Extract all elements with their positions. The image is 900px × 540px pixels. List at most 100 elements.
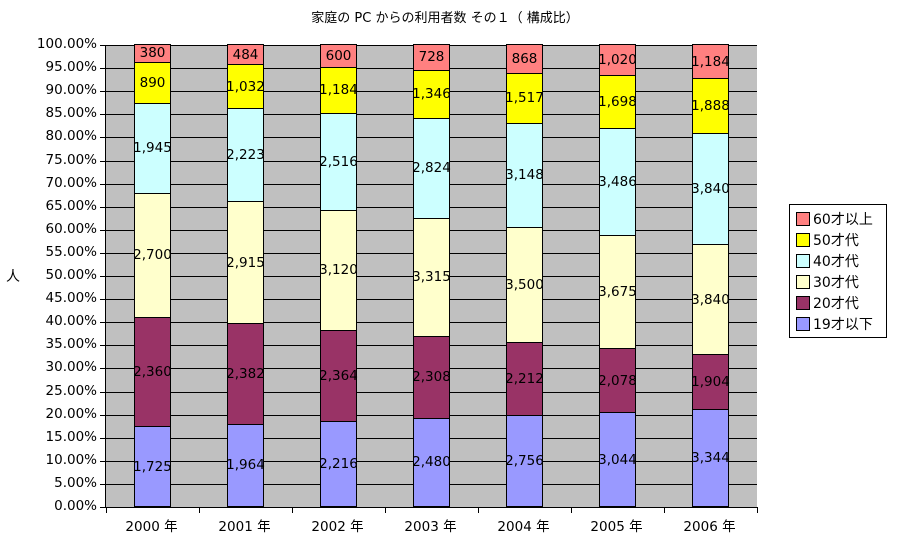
bar-segment: 3,120: [319, 209, 358, 331]
bar-segment: 484: [227, 44, 264, 66]
bar-segment: 2,824: [412, 117, 451, 220]
bar-segment: 380: [134, 44, 171, 63]
y-tick: [100, 91, 106, 93]
bar-segment: 3,840: [691, 132, 730, 245]
bar-stack: 2,480 2,308 3,315 2,824 1,346 728: [412, 44, 451, 507]
legend-label: 60才以上: [813, 211, 873, 228]
bar-segment: 3,486: [598, 127, 637, 237]
y-tick-label: 90.00%: [45, 82, 97, 99]
y-tick-label: 80.00%: [45, 128, 97, 145]
bar-segment: 1,698: [598, 75, 637, 129]
y-tick: [100, 229, 106, 231]
bar-segment: 2,364: [319, 329, 358, 422]
y-tick: [100, 345, 106, 347]
legend-item: 40才代: [796, 250, 886, 271]
bar-segment: 2,480: [412, 417, 451, 507]
bar-segment: 1,032: [226, 64, 265, 109]
bar-segment: 2,216: [319, 420, 358, 507]
bar-segment: 890: [134, 61, 171, 104]
legend: 60才以上 50才代 40才代 30才代 20才代 19才以下: [789, 204, 887, 338]
x-tick-label: 2003 年: [404, 519, 457, 535]
x-tick: [478, 507, 479, 513]
legend-swatch: [796, 274, 810, 289]
bar-segment: 2,382: [226, 323, 265, 425]
legend-label: 20才代: [813, 295, 859, 312]
bar-segment: 3,044: [598, 412, 637, 507]
legend-label: 19才以下: [813, 316, 873, 333]
y-tick-label: 5.00%: [54, 474, 97, 491]
legend-swatch: [796, 211, 810, 226]
y-tick: [100, 507, 106, 508]
bar-segment: 1,184: [319, 67, 358, 114]
y-tick: [100, 45, 106, 46]
bar-stack: 2,216 2,364 3,120 2,516 1,184 600: [319, 44, 358, 507]
y-tick-label: 75.00%: [45, 151, 97, 168]
bar-segment: 3,315: [412, 218, 451, 337]
y-tick: [100, 160, 106, 162]
bar-segment: 2,756: [505, 415, 544, 507]
y-tick-label: 10.00%: [45, 451, 97, 468]
legend-swatch: [796, 253, 810, 268]
y-tick: [100, 252, 106, 254]
legend-label: 50才代: [813, 232, 859, 249]
chart-title: 家庭の PC からの利用者数 その１（ 構成比）: [311, 11, 579, 26]
x-tick-label: 2005 年: [590, 519, 643, 535]
x-tick-label: 2001 年: [218, 519, 271, 535]
y-tick-label: 100.00%: [36, 36, 97, 52]
bar-segment: 2,516: [319, 112, 358, 211]
y-tick-label: 40.00%: [45, 313, 97, 330]
x-tick: [106, 507, 107, 513]
legend-swatch: [796, 316, 810, 331]
y-tick-label: 95.00%: [45, 59, 97, 76]
y-axis-label: 人: [6, 269, 20, 285]
y-tick: [100, 276, 106, 277]
x-tick-label: 2004 年: [497, 519, 550, 535]
bar-segment: 2,700: [133, 192, 172, 319]
bar-segment: 2,915: [226, 201, 265, 325]
bar-stack: 2,756 2,212 3,500 3,148 1,517 868: [505, 44, 544, 507]
bar-stack: 3,044 2,078 3,675 3,486 1,698 1,020: [598, 44, 637, 507]
bar-segment: 3,344: [691, 409, 730, 507]
legend-item: 19才以下: [796, 313, 886, 334]
bar-segment: 2,360: [133, 317, 172, 428]
bar-segment: 3,840: [691, 243, 730, 356]
y-tick: [100, 483, 106, 485]
y-tick: [100, 414, 106, 416]
bar-stack: 3,344 1,904 3,840 3,840 1,888 1,184: [691, 44, 730, 507]
y-tick-label: 50.00%: [45, 267, 97, 283]
bar-segment: 2,308: [412, 335, 451, 419]
legend-item: 30才代: [796, 271, 886, 292]
x-tick: [757, 507, 758, 513]
bar-segment: 728: [413, 44, 450, 71]
bar-segment: 3,148: [505, 122, 544, 228]
bar-segment: 2,078: [598, 348, 637, 414]
bar-segment: 1,346: [412, 69, 451, 119]
y-tick: [100, 368, 106, 370]
legend-swatch: [796, 295, 810, 310]
x-tick: [385, 507, 386, 513]
x-tick-label: 2002 年: [311, 519, 364, 535]
y-tick: [100, 137, 106, 139]
legend-item: 50才代: [796, 229, 886, 250]
y-tick-label: 35.00%: [45, 336, 97, 353]
y-tick-label: 85.00%: [45, 105, 97, 122]
y-tick-label: 65.00%: [45, 197, 97, 214]
bar-segment: 1,964: [226, 423, 265, 507]
y-tick: [100, 299, 106, 301]
bar-stack: 1,725 2,360 2,700 1,945 890 380: [133, 44, 172, 507]
y-tick: [100, 322, 106, 324]
y-tick: [100, 391, 106, 393]
x-tick: [664, 507, 665, 513]
y-tick-label: 55.00%: [45, 243, 97, 260]
bar-segment: 2,223: [226, 107, 265, 203]
y-tick-label: 70.00%: [45, 174, 97, 191]
x-tick: [571, 507, 572, 513]
y-tick-label: 25.00%: [45, 382, 97, 399]
bar-segment: 1,945: [133, 102, 172, 194]
legend-item: 60才以上: [796, 208, 886, 229]
y-tick: [100, 183, 106, 185]
y-tick-label: 0.00%: [54, 498, 97, 514]
bar-segment: 2,212: [505, 342, 544, 417]
y-tick-label: 45.00%: [45, 290, 97, 307]
legend-label: 30才代: [813, 274, 859, 291]
